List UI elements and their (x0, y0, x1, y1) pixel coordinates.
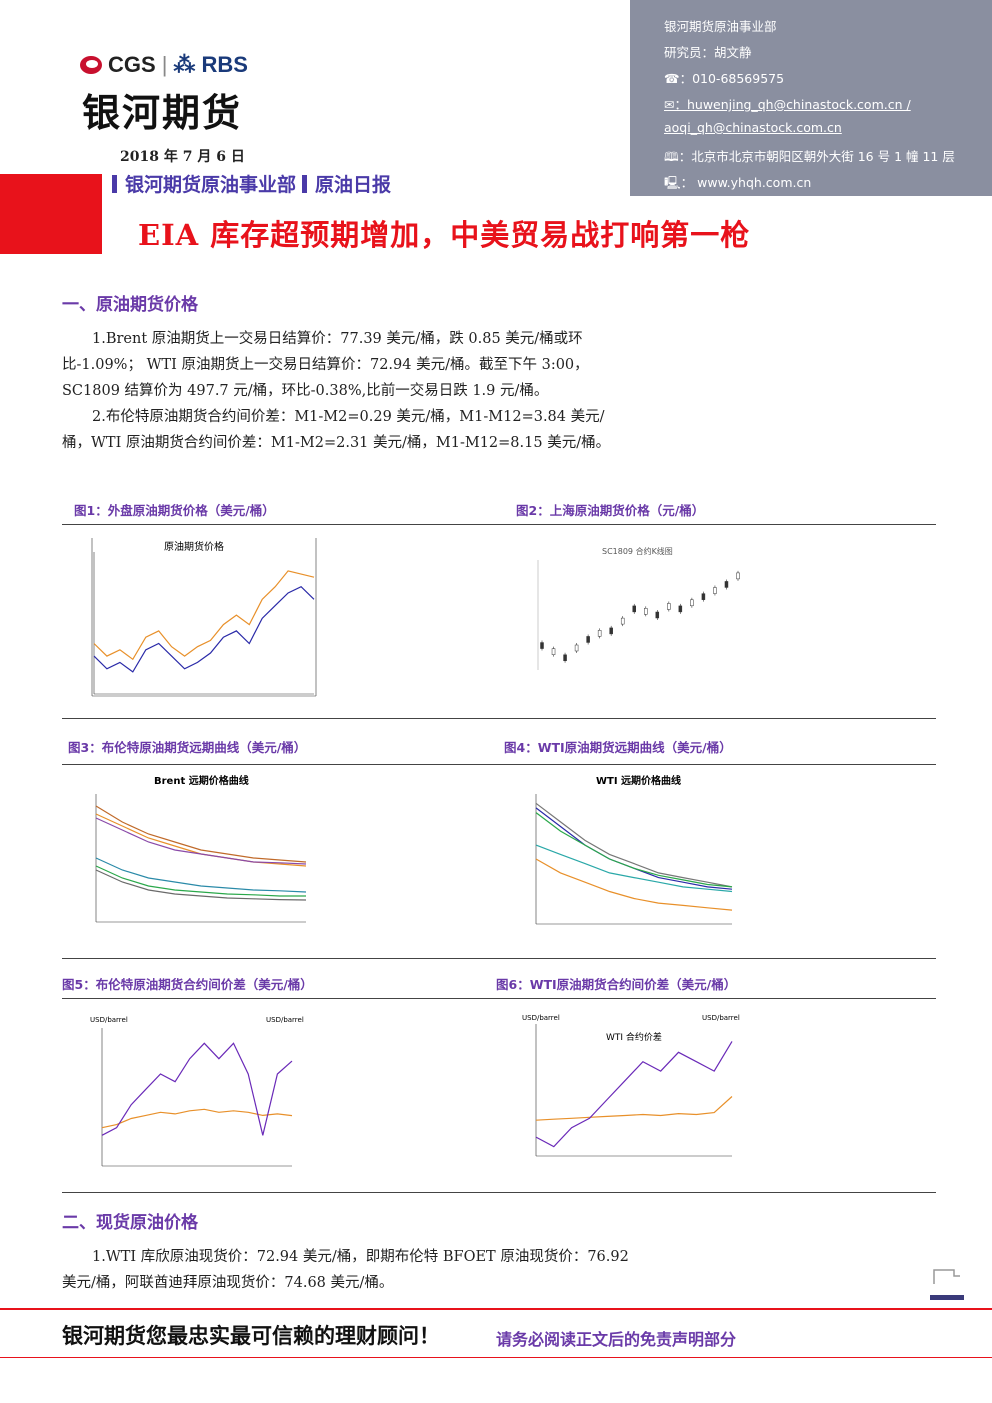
fig1-title: 图1：外盘原油期货价格（美元/桶） (74, 503, 275, 518)
series-line-1 (93, 585, 315, 673)
headline: EIA 库存超预期增加，中美贸易战打响第一枪 (138, 218, 751, 252)
candle-body (620, 617, 625, 625)
chart-fig6-right-label: USD/barrel (702, 1014, 740, 1022)
chart-fig1-title: 原油期货价格 (164, 540, 224, 553)
candle-body (632, 605, 636, 613)
divider (62, 524, 936, 525)
series-line-1 (101, 1108, 293, 1129)
candle-body (701, 593, 706, 600)
contact-email-2[interactable]: aoqi_qh@chinastock.com.cn (664, 120, 842, 135)
cgs-rbs-logo: CGS | ⁂ RBS (80, 52, 248, 78)
chart-fig1: 原油期货价格 (80, 532, 320, 702)
contact-researcher: 研究员：胡文静 (664, 45, 752, 60)
chart-fig3-title: Brent 远期价格曲线 (154, 774, 249, 787)
fig2-title: 图2：上海原油期货价格（元/桶） (516, 503, 705, 518)
fig5-title: 图5：布伦特原油期货合约间价差（美元/桶） (62, 977, 313, 992)
series-line-2 (95, 805, 307, 863)
candle-body (551, 648, 556, 655)
section1-title: 一、原油期货价格 (62, 295, 198, 315)
contact-website[interactable]: 🖳： www.yhqh.com.cn (664, 175, 812, 190)
rbs-label: ⁂ RBS (173, 52, 248, 77)
chart-fig3: Brent 远期价格曲线 (80, 770, 320, 940)
logo-separator: | (161, 52, 168, 77)
section1-p1: 1.Brent 原油期货上一交易日结算价：77.39 美元/桶，跌 0.85 美… (62, 331, 589, 399)
cgs-label: CGS (108, 52, 156, 77)
fig3-title: 图3：布伦特原油期货远期曲线（美元/桶） (68, 740, 307, 755)
chart-fig4: WTI 远期价格曲线 (516, 770, 746, 940)
series-line-2 (535, 1041, 733, 1148)
report-dept: 银河期货原油事业部 原油日报 (112, 170, 391, 197)
candle-body (597, 630, 602, 637)
red-accent-block (0, 174, 102, 254)
candle-body (609, 627, 613, 635)
section1-body: 1.Brent 原油期货上一交易日结算价：77.39 美元/桶，跌 0.85 美… (62, 326, 632, 456)
section2-body: 1.WTI 库欣原油现货价：72.94 美元/桶，即期布伦特 BFOET 原油现… (62, 1244, 632, 1296)
divider (62, 718, 936, 719)
company-name: 银河期货 (82, 91, 243, 135)
series-line-2 (93, 570, 315, 661)
section2-p1: 1.WTI 库欣原油现货价：72.94 美元/桶，即期布伦特 BFOET 原油现… (62, 1249, 629, 1291)
page-corner-icon (930, 1262, 964, 1302)
candle-body (574, 644, 579, 652)
series-line-3 (535, 812, 733, 888)
footer-slogan: 银河期货您最忠实最可信赖的理财顾问！ (62, 1324, 440, 1348)
candle-body (667, 603, 671, 610)
report-date: 2018 年 7 月 6 日 (120, 149, 245, 165)
candle-body (540, 642, 544, 649)
candle-body (736, 572, 740, 580)
cgs-logo-icon (80, 56, 102, 74)
series-line-1 (535, 1096, 733, 1121)
chart-fig6-title: WTI 合约价差 (606, 1031, 662, 1043)
series-line-2 (101, 1042, 293, 1136)
fig6-title: 图6：WTI原油期货合约间价差（美元/桶） (496, 977, 737, 992)
section1-p2: 2.布伦特原油期货合约间价差：M1-M2=0.29 美元/桶，M1-M12=3.… (62, 409, 611, 451)
footer-divider (0, 1308, 992, 1310)
dept-bar-icon (112, 175, 117, 193)
dept-bar-icon (302, 175, 308, 193)
series-line-1 (95, 813, 307, 867)
candle-body (678, 605, 683, 613)
series-line-2 (535, 802, 733, 888)
candle-body (655, 611, 660, 619)
contact-panel: 银河期货原油事业部 研究员：胡文静 ☎：010-68569575 ✉：huwen… (630, 0, 992, 196)
contact-dept: 银河期货原油事业部 (664, 19, 777, 34)
section2-title: 二、现货原油价格 (62, 1213, 198, 1233)
divider (62, 764, 936, 765)
candle-body (644, 608, 648, 615)
chart-fig6-left-label: USD/barrel (522, 1014, 560, 1022)
contact-address: 🕮：北京市北京市朝阳区朝外大街 16 号 1 幢 11 层 (664, 149, 955, 164)
contact-email-1[interactable]: ✉：huwenjing_qh@chinastock.com.cn / (664, 97, 911, 112)
candle-body (690, 599, 694, 607)
series-line-5 (535, 858, 733, 911)
footer-divider (0, 1357, 992, 1358)
chart-fig2: SC1809 合约K线图 (520, 540, 750, 700)
footer-disclaimer: 请务必阅读正文后的免责声明部分 (496, 1330, 737, 1349)
chart-fig6: USD/barrel USD/barrel WTI 合约价差 (518, 1008, 748, 1168)
chart-fig5-right-label: USD/barrel (266, 1016, 304, 1024)
candle-body (586, 636, 590, 643)
chart-fig2-title: SC1809 合约K线图 (602, 546, 673, 556)
series-line-4 (535, 844, 733, 893)
contact-phone: ☎：010-68569575 (664, 71, 785, 86)
candle-body (713, 587, 717, 594)
chart-fig5-left-label: USD/barrel (90, 1016, 128, 1024)
divider (62, 998, 936, 999)
series-line-3 (95, 817, 307, 865)
report-type: 原油日报 (315, 174, 392, 196)
series-line-4 (95, 865, 306, 897)
candle-body (724, 581, 729, 588)
fig4-title: 图4：WTI原油期货远期曲线（美元/桶） (504, 740, 732, 755)
series-line-5 (95, 857, 307, 893)
chart-fig5: USD/barrel USD/barrel (86, 1008, 316, 1178)
divider (62, 1192, 936, 1193)
chart-fig4-title: WTI 远期价格曲线 (596, 774, 681, 787)
candle-body (563, 654, 567, 662)
series-line-6 (95, 869, 307, 901)
divider (62, 958, 936, 959)
